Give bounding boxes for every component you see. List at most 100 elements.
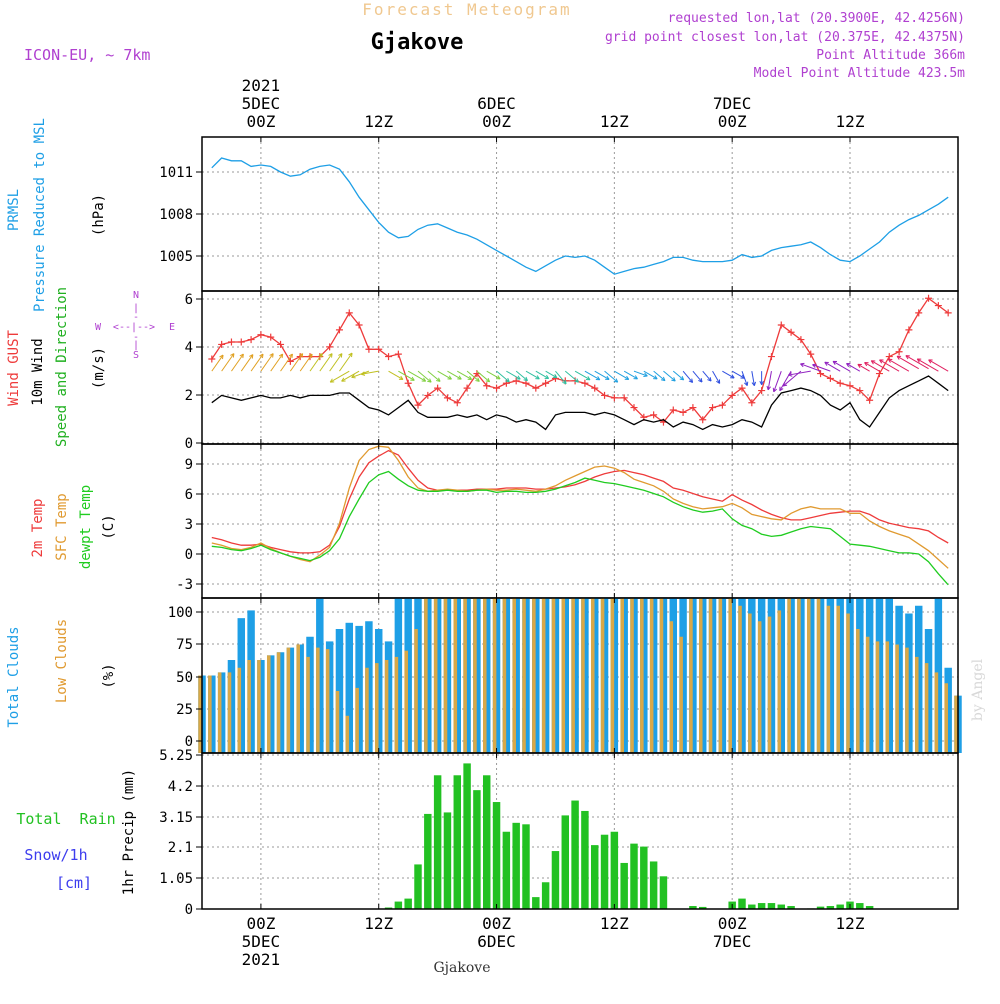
wind-arrow (614, 370, 629, 380)
low-cloud-bar (345, 715, 350, 753)
wind-arrow-head (613, 378, 619, 383)
low-cloud-bar (698, 598, 703, 753)
gust-marker (326, 343, 334, 351)
pressure-label-msl: Pressure Reduced to MSL (32, 118, 48, 312)
total-clouds-label: Total Clouds (6, 626, 22, 727)
rain-bar (443, 812, 452, 909)
total-cloud-bar (738, 598, 746, 753)
gust-marker (610, 394, 618, 402)
low-cloud-bar (266, 655, 271, 753)
low-cloud-bar (875, 641, 880, 753)
wind-arrow (457, 370, 472, 380)
wind-arrow-head (887, 358, 893, 363)
wind-arrow-head (624, 375, 630, 380)
total-rain-label: Total Rain (16, 810, 115, 828)
rain-bar (532, 897, 540, 909)
wind-arrow (564, 370, 579, 383)
bottom-tick-label: 00Z (718, 914, 747, 933)
wind-arrow (299, 353, 313, 372)
wind-arrow (888, 358, 910, 372)
clouds-unit: (%) (101, 663, 117, 688)
wind-arrow (535, 370, 549, 379)
total-cloud-bar (728, 598, 736, 753)
low-cloud-bar (659, 598, 664, 753)
low-cloud-bar (532, 598, 536, 753)
wind-arrow-head (496, 375, 501, 380)
bottom-tick-label: 00Z (246, 914, 275, 933)
top-tick-label: 00Z (246, 112, 275, 131)
wind-arrow (722, 370, 735, 379)
wind-arrow-head (523, 376, 528, 382)
wind-arrow (812, 364, 831, 372)
wind-arrow-head (660, 376, 666, 382)
wind-arrow (584, 370, 601, 381)
wind-arrow (928, 359, 949, 372)
y-tick-label: 2.1 (168, 840, 193, 856)
wind-arrow-head (928, 359, 933, 364)
wind-arrow-head (633, 375, 638, 380)
rain-bar (512, 822, 520, 909)
total-cloud-bar (748, 598, 756, 753)
wind-arrow (682, 370, 693, 383)
wind-arrow (633, 370, 648, 377)
total-cloud-bar (532, 598, 540, 753)
gust-marker (483, 382, 491, 390)
gust-marker (542, 379, 550, 387)
low-cloud-bar (757, 621, 762, 753)
low-cloud-bar (424, 598, 428, 753)
temp-unit: (C) (101, 514, 117, 539)
total-cloud-bar (905, 613, 913, 753)
total-cloud-bar (394, 598, 403, 753)
wind-arrow (466, 370, 480, 382)
wind-arrow (351, 370, 370, 378)
wind-arrow (751, 371, 755, 386)
gust-marker (522, 379, 530, 387)
gust-marker (385, 353, 393, 361)
low-cloud-bar (276, 652, 281, 753)
low-cloud-bar (669, 621, 674, 753)
rain-bar (738, 898, 746, 909)
compass-arrow-north: - (133, 312, 139, 323)
footer-location: Gjakove (434, 960, 491, 976)
wind-arrow (643, 370, 658, 380)
y-tick-label: 0 (185, 547, 193, 563)
rain-bar (767, 903, 776, 909)
low-cloud-bar (777, 610, 782, 753)
low-cloud-bar (826, 605, 831, 753)
low-cloud-bar (905, 647, 909, 753)
wind-arrow (824, 361, 841, 372)
wind-arrow-head (475, 377, 480, 382)
total-cloud-bar (698, 598, 707, 753)
total-cloud-bar (571, 598, 579, 753)
low-cloud-bar (522, 598, 526, 753)
gust-marker (689, 404, 697, 412)
total-cloud-bar (816, 598, 825, 753)
rain-bar (502, 831, 511, 909)
total-cloud-bar (620, 598, 628, 753)
rain-bar (522, 824, 530, 909)
low-cloud-bar (806, 598, 811, 753)
wind-arrow-head (698, 378, 703, 383)
low-cloud-bar (728, 598, 732, 753)
total-cloud-bar (502, 598, 511, 753)
low-cloud-bar (463, 598, 467, 753)
gust-marker (208, 355, 216, 363)
wind-arrow (692, 370, 703, 383)
total-cloud-bar (433, 598, 442, 753)
temp-sfc-label: SFC Temp (54, 493, 70, 560)
bottom-tick-label: 2021 (242, 950, 281, 969)
total-cloud-bar (846, 598, 854, 753)
y-tick-label: 0 (185, 902, 193, 918)
total-cloud-bar (865, 598, 874, 753)
total-cloud-bar (414, 598, 422, 753)
bottom-tick-label: 12Z (836, 914, 865, 933)
total-cloud-bar (767, 598, 776, 753)
wind-panel: 6 4 2 0 Wind GUST 10m Wind Speed and Direct… (6, 287, 959, 452)
rain-bar (473, 790, 481, 909)
wind-arrow (846, 363, 861, 372)
top-tick-label: 12Z (364, 112, 393, 131)
wind-arrow (663, 370, 676, 382)
bottom-tick-label: 12Z (364, 914, 393, 933)
low-cloud-bar (649, 598, 654, 753)
